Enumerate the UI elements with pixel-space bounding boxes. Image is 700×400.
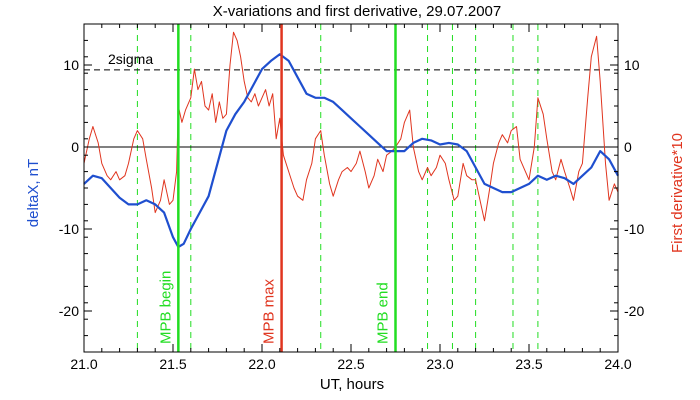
x-axis-label: UT, hours xyxy=(320,376,384,393)
x-tick-label-0: 21.0 xyxy=(70,356,97,372)
y-axis-right-label: First derivative*10 xyxy=(669,133,686,253)
chart-title: X-variations and first derivative, 29.07… xyxy=(213,3,502,20)
marker-label-0: MPB begin xyxy=(157,271,174,344)
y-tick-label-right-0: 10 xyxy=(624,57,640,73)
x-tick-label-6: 24.0 xyxy=(604,356,631,372)
y-tick-label-left-3: -20 xyxy=(59,303,79,319)
deltax-series-line xyxy=(83,53,619,249)
x-tick-label-3: 22.5 xyxy=(337,356,364,372)
y-tick-label-right-1: 0 xyxy=(624,139,632,155)
x-tick-label-5: 23.5 xyxy=(515,356,542,372)
y-tick-label-right-2: -10 xyxy=(624,221,644,237)
x-tick-label-1: 21.5 xyxy=(159,356,186,372)
y-axis-left-label: deltaX, nT xyxy=(25,159,42,227)
y-tick-label-right-3: -20 xyxy=(624,303,644,319)
marker-label-1: MPB max xyxy=(261,278,278,344)
x-tick-label-2: 22.0 xyxy=(248,356,275,372)
plot-area: MPB begin MPB max MPB end 21.0 21.5 22.0 22.5 2… xyxy=(59,23,644,372)
derivative-series-line xyxy=(83,31,619,222)
x-tick-label-4: 23.0 xyxy=(426,356,453,372)
y-tick-label-left-2: -10 xyxy=(59,221,79,237)
y-tick-label-left-0: 10 xyxy=(63,57,79,73)
y-tick-label-left-1: 0 xyxy=(71,139,79,155)
sigma-label: 2sigma xyxy=(108,51,153,67)
marker-label-2: MPB end xyxy=(375,282,392,344)
